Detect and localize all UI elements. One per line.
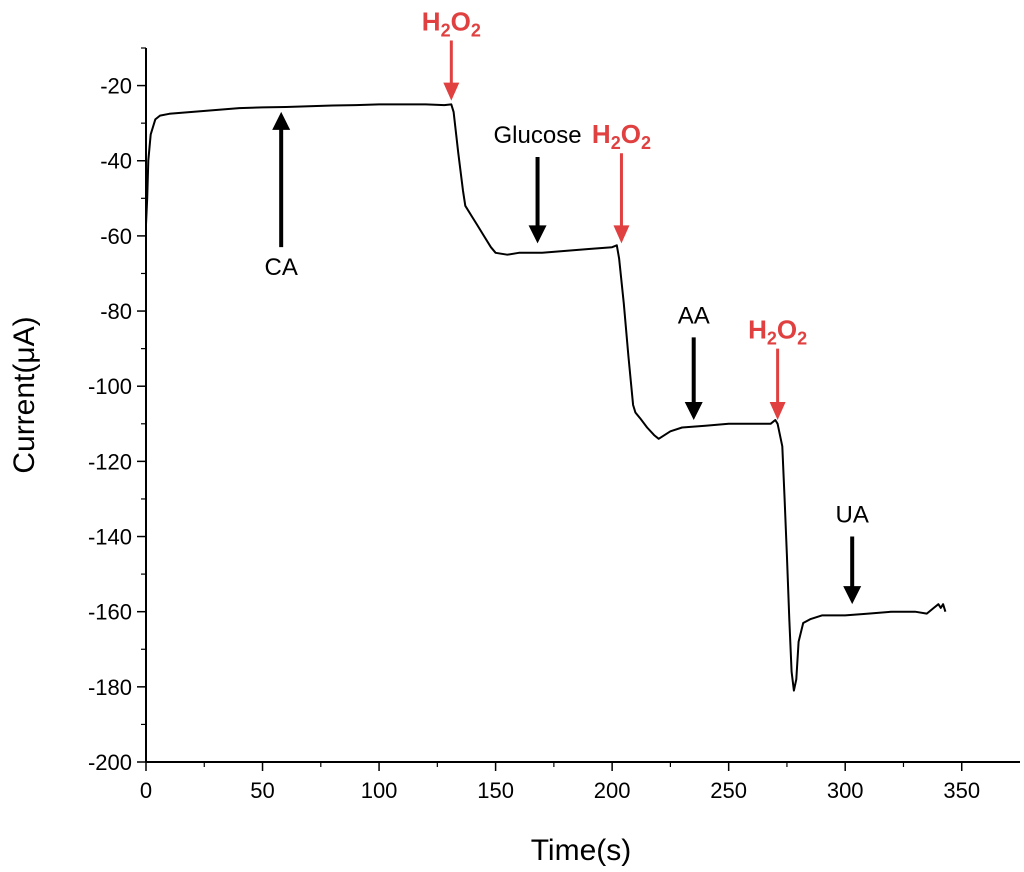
y-tick-label: -160 xyxy=(88,600,132,625)
x-tick-label: 50 xyxy=(250,778,274,803)
annotation-label-5: H2O2 xyxy=(592,119,651,153)
x-tick-label: 350 xyxy=(943,778,980,803)
y-tick-label: -200 xyxy=(88,750,132,775)
y-tick-label: -120 xyxy=(88,449,132,474)
y-tick-label: -180 xyxy=(88,675,132,700)
annotation-label-2: AA xyxy=(678,302,710,329)
annotation-label-4: H2O2 xyxy=(422,6,481,40)
x-tick-label: 150 xyxy=(477,778,514,803)
annotations-layer: CA Glucose AA UA H2O2 H2O2 H2O2 xyxy=(265,6,869,605)
y-tick-label: -40 xyxy=(100,149,132,174)
annotation-label-3: UA xyxy=(836,502,869,529)
annotation-label-1: Glucose xyxy=(494,122,582,149)
x-tick-label: 250 xyxy=(710,778,747,803)
x-axis-title: Time(s) xyxy=(531,834,632,867)
annotation-arrowhead-3 xyxy=(843,586,862,605)
series-line-0 xyxy=(145,103,947,692)
annotation-label-6: H2O2 xyxy=(748,315,807,349)
annotation-arrowhead-4 xyxy=(443,82,460,101)
x-tick-label: 0 xyxy=(140,778,152,803)
annotation-arrowhead-1 xyxy=(528,225,547,244)
y-tick-label: -140 xyxy=(88,525,132,550)
axes: 0 50 100 150 200 250 300 350 -20 -40 -60 -80 -100 -12… xyxy=(88,47,1020,803)
y-tick-label: -100 xyxy=(88,374,132,399)
annotation-label-0: CA xyxy=(265,254,298,281)
y-tick-label: -60 xyxy=(100,224,132,249)
x-tick-label: 200 xyxy=(594,778,631,803)
annotation-arrowhead-2 xyxy=(684,402,703,421)
x-tick-label: 100 xyxy=(361,778,398,803)
annotation-arrowhead-5 xyxy=(613,225,630,244)
y-tick-label: -20 xyxy=(100,74,132,99)
series-layer xyxy=(145,103,947,692)
y-tick-label: -80 xyxy=(100,299,132,324)
y-axis-title: Current(μA) xyxy=(8,316,41,473)
annotation-arrowhead-0 xyxy=(272,111,291,130)
x-tick-label: 300 xyxy=(827,778,864,803)
annotation-arrowhead-6 xyxy=(769,402,786,421)
